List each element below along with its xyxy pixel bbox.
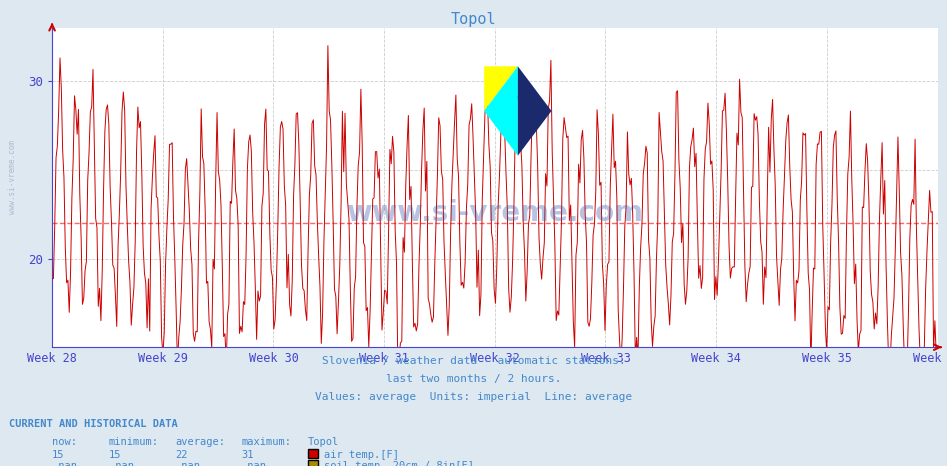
- Text: Topol: Topol: [308, 437, 339, 447]
- Text: 15: 15: [52, 450, 64, 459]
- Text: soil temp. 20cm / 8in[F]: soil temp. 20cm / 8in[F]: [324, 461, 474, 466]
- Text: last two months / 2 hours.: last two months / 2 hours.: [385, 374, 562, 384]
- Text: 15: 15: [109, 450, 121, 459]
- Text: minimum:: minimum:: [109, 437, 159, 447]
- Text: Slovenia / weather data - automatic stations.: Slovenia / weather data - automatic stat…: [322, 356, 625, 366]
- Text: air temp.[F]: air temp.[F]: [324, 450, 399, 459]
- Text: 22: 22: [175, 450, 188, 459]
- Text: www.si-vreme.com: www.si-vreme.com: [8, 140, 17, 214]
- Text: -nan: -nan: [241, 461, 266, 466]
- Polygon shape: [518, 66, 551, 156]
- Text: Topol: Topol: [451, 12, 496, 27]
- Text: -nan: -nan: [175, 461, 200, 466]
- Text: maximum:: maximum:: [241, 437, 292, 447]
- Polygon shape: [484, 66, 518, 111]
- Text: CURRENT AND HISTORICAL DATA: CURRENT AND HISTORICAL DATA: [9, 419, 178, 429]
- Text: -nan: -nan: [109, 461, 134, 466]
- Text: Values: average  Units: imperial  Line: average: Values: average Units: imperial Line: av…: [314, 392, 633, 402]
- Text: www.si-vreme.com: www.si-vreme.com: [347, 199, 643, 227]
- Text: 31: 31: [241, 450, 254, 459]
- Text: -nan: -nan: [52, 461, 77, 466]
- Text: average:: average:: [175, 437, 225, 447]
- Text: now:: now:: [52, 437, 77, 447]
- Polygon shape: [484, 66, 518, 156]
